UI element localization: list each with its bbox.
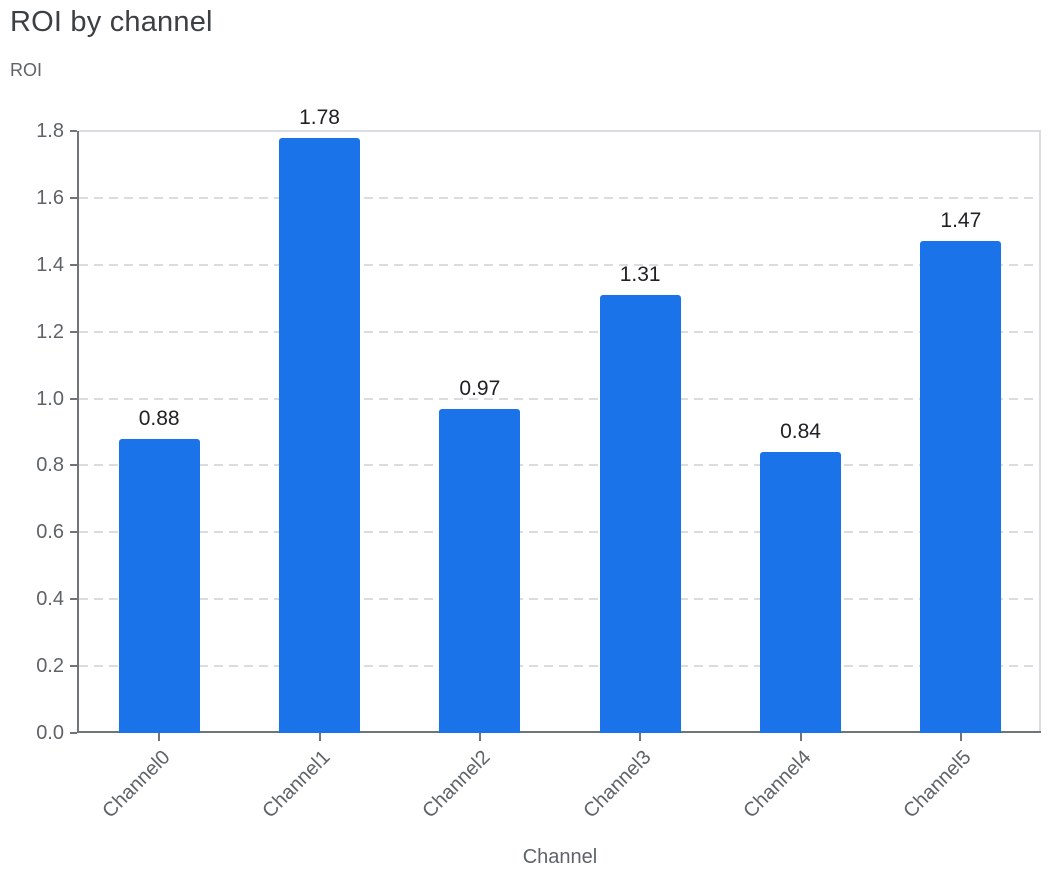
bar[interactable] bbox=[600, 295, 681, 733]
gridline bbox=[79, 263, 1041, 266]
y-tick bbox=[70, 263, 77, 266]
y-tick bbox=[70, 397, 77, 400]
y-axis-title: ROI bbox=[10, 60, 43, 80]
bar[interactable] bbox=[439, 409, 520, 733]
y-tick bbox=[70, 196, 77, 199]
bar[interactable] bbox=[279, 138, 360, 733]
gridline bbox=[79, 130, 1041, 132]
gridline bbox=[79, 598, 1041, 601]
y-tick-label: 0.2 bbox=[36, 655, 64, 678]
bar-value-label: 1.31 bbox=[619, 262, 661, 286]
x-tick-label: Channel0 bbox=[97, 746, 175, 823]
x-tick bbox=[318, 733, 321, 741]
y-tick-label: 1.4 bbox=[36, 253, 64, 276]
y-tick bbox=[70, 598, 77, 601]
x-tick-label: Channel4 bbox=[739, 746, 816, 823]
bar-value-label: 0.97 bbox=[459, 376, 501, 400]
y-axis-tick-labels: 0.0 0.2 0.4 0.6 0.8 1.0 1.2 1.4 1.6 1.8 bbox=[0, 121, 64, 743]
plot-right-border bbox=[1039, 131, 1041, 733]
y-tick bbox=[70, 130, 77, 132]
bar[interactable] bbox=[920, 241, 1001, 733]
plot-area: 0.88 Channel0 1.78 Channel1 0.97 Channel2 1.31… bbox=[70, 106, 1041, 822]
gridline bbox=[79, 665, 1041, 668]
y-tick bbox=[70, 464, 77, 467]
y-tick bbox=[70, 732, 77, 734]
bar-value-label: 1.78 bbox=[299, 105, 340, 129]
chart-title: ROI by channel bbox=[10, 6, 213, 38]
y-tick-label: 0.8 bbox=[36, 454, 64, 477]
x-tick-label: Channel3 bbox=[578, 746, 656, 823]
gridline bbox=[79, 397, 1041, 400]
y-tick bbox=[70, 531, 77, 534]
y-tick-label: 1.8 bbox=[36, 120, 64, 142]
y-tick-label: 1.2 bbox=[36, 320, 64, 343]
x-tick bbox=[158, 733, 161, 741]
y-tick bbox=[70, 665, 77, 668]
y-tick-label: 0.4 bbox=[36, 588, 64, 611]
y-tick-label: 1.6 bbox=[36, 186, 64, 209]
gridline bbox=[79, 196, 1041, 199]
x-tick bbox=[478, 733, 481, 741]
gridline bbox=[79, 464, 1041, 467]
y-axis-line bbox=[77, 131, 79, 733]
bar-value-label: 1.47 bbox=[940, 208, 982, 232]
x-tick bbox=[959, 733, 962, 741]
x-axis-line bbox=[77, 731, 1041, 733]
y-tick-label: 1.0 bbox=[36, 387, 64, 410]
bar[interactable] bbox=[119, 439, 200, 733]
x-tick-label: Channel5 bbox=[899, 746, 976, 823]
bar[interactable] bbox=[760, 452, 841, 733]
y-tick bbox=[70, 330, 77, 333]
x-axis-title: Channel bbox=[522, 846, 598, 868]
bar-value-label: 0.88 bbox=[138, 406, 180, 430]
y-tick-label: 0.0 bbox=[36, 722, 64, 744]
gridline bbox=[79, 531, 1041, 534]
gridline bbox=[79, 330, 1041, 333]
x-tick bbox=[799, 733, 802, 741]
bar-value-label: 0.84 bbox=[780, 419, 821, 443]
x-tick-label: Channel1 bbox=[258, 746, 335, 823]
x-tick-label: Channel2 bbox=[418, 746, 495, 823]
x-tick bbox=[639, 733, 642, 741]
y-tick-label: 0.6 bbox=[36, 521, 64, 544]
